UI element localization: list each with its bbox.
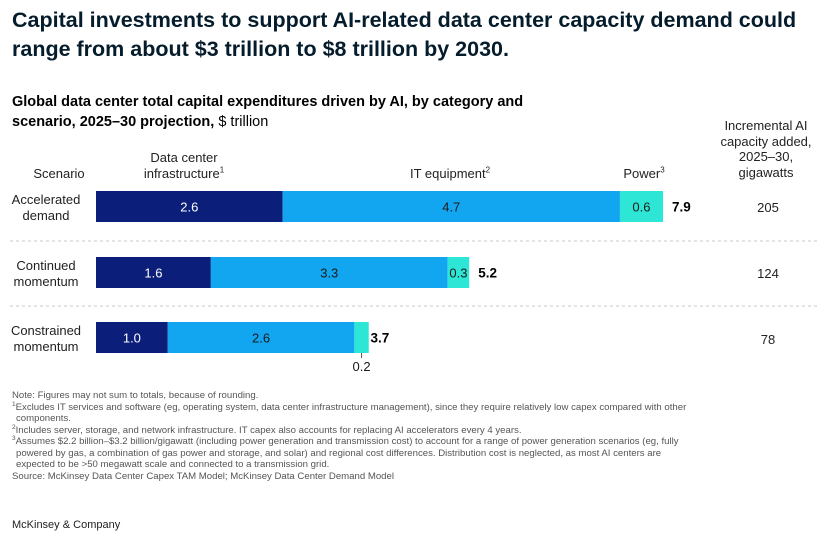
header-scenario: Scenario: [33, 166, 85, 181]
row-label-continued: Continued momentum: [4, 258, 88, 290]
incremental-value-accelerated: 205: [757, 200, 779, 215]
footnote-1-cont: components.: [16, 413, 71, 424]
footnote-2-sup: 2: [12, 423, 16, 431]
footnote-3-sup: 3: [12, 434, 16, 442]
bar-value-label: 0.3: [449, 266, 467, 281]
subtitle-unit: $ trillion: [214, 114, 269, 130]
bar-value-label: 0.6: [632, 200, 650, 215]
footnote-source: Source: McKinsey Data Center Capex TAM M…: [12, 470, 394, 482]
header-infrastructure-sup: 1: [219, 165, 225, 175]
header-it-sup: 2: [485, 165, 491, 175]
footnote-2-text: Includes server, storage, and network in…: [15, 424, 522, 436]
bar-segment-infrastructure: [96, 257, 211, 288]
brand-logo-text: McKinsey & Company: [12, 519, 121, 531]
footnote-3-cont: expected to be >50 megawatt scale and co…: [16, 459, 330, 470]
footnote-2: 2Includes server, storage, and network i…: [12, 423, 802, 437]
header-power-sup: 3: [660, 165, 665, 175]
row-label-line: momentum: [13, 274, 79, 289]
bar-segment-power: [447, 257, 470, 288]
footnote-1-sup: 1: [12, 400, 16, 408]
row-label-line: demand: [22, 208, 70, 223]
stacked-bar-chart: 2.6 4.7 0.6 7.9 1.6 3.3 0.3 5.2 1.0 2.6 0.23.7: [10, 191, 820, 374]
bar-segment-it: [210, 257, 448, 288]
header-power-label: Power: [623, 166, 661, 181]
row-label-line: momentum: [13, 339, 79, 354]
bar-total-label: 7.9: [672, 200, 691, 215]
row-label-constrained: Constrained momentum: [4, 323, 88, 355]
row-label-line: Constrained: [10, 323, 82, 338]
bar-value-label: 0.2: [353, 359, 371, 374]
header-incremental: Incremental AI capacity added, 2025–30, …: [720, 118, 812, 180]
footnote-note: Note: Figures may not sum to totals, bec…: [12, 390, 259, 401]
footnote-1-text: Excludes IT services and software (eg, o…: [15, 401, 687, 413]
footnotes: Note: Figures may not sum to totals, bec…: [12, 390, 802, 482]
bar-segment-power: [619, 191, 663, 222]
header-it-equipment: IT equipment2: [380, 166, 520, 182]
bar-value-label: 2.6: [252, 331, 270, 346]
bar-segment-it: [167, 322, 355, 353]
header-it-label: IT equipment: [409, 166, 486, 181]
bar-value-label: 1.0: [123, 331, 141, 346]
chart-subtitle: Global data center total capital expendi…: [12, 92, 572, 132]
bar-segment-it: [282, 191, 620, 222]
bar-segment-power: [354, 322, 369, 353]
row-label-accelerated: Accelerated demand: [4, 192, 88, 224]
bar-value-label: 2.6: [180, 200, 198, 215]
incremental-value-constrained: 78: [760, 332, 776, 347]
bar-total-label: 3.7: [371, 331, 390, 346]
bar-segment-infrastructure: [96, 191, 283, 222]
header-infrastructure: Data center infrastructure1: [122, 150, 246, 182]
header-infrastructure-line1: Data center: [150, 150, 218, 165]
footnote-3: 3Assumes $2.2 billion–$3.2 billion/gigaw…: [12, 434, 802, 448]
bar-total-label: 5.2: [478, 266, 497, 281]
footnote-3-cont: powered by gas, a combination of gas pow…: [16, 447, 662, 459]
subtitle-main: Global data center total capital expendi…: [12, 94, 524, 130]
footnote-3-text: Assumes $2.2 billion–$3.2 billion/gigawa…: [15, 436, 679, 447]
headline: Capital investments to support AI-relate…: [12, 8, 797, 61]
bar-segment-infrastructure: [96, 322, 168, 353]
bar-value-label: 3.3: [320, 266, 338, 281]
header-infrastructure-line2: infrastructure: [143, 166, 220, 181]
row-label-line: Continued: [16, 258, 76, 273]
bar-value-label: 1.6: [144, 266, 162, 281]
bar-value-label: 4.7: [442, 200, 460, 215]
incremental-value-continued: 124: [757, 266, 779, 281]
header-power: Power3: [612, 166, 676, 182]
row-label-line: Accelerated: [11, 192, 81, 207]
footnote-1: 1Excludes IT services and software (eg, …: [12, 400, 802, 414]
